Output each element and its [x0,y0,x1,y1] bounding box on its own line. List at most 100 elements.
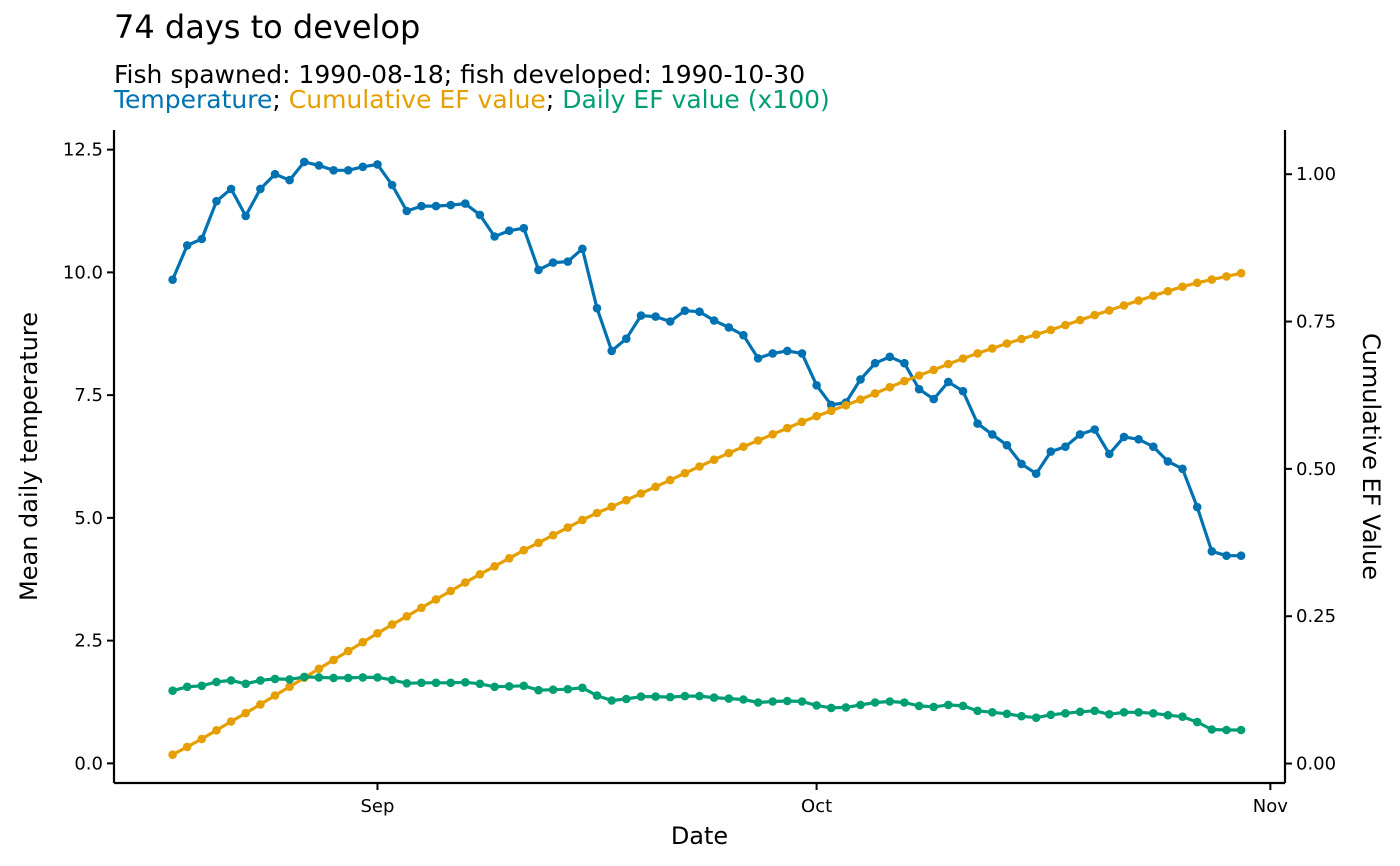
cumulative-point [665,475,675,485]
series-layer [168,157,1246,759]
daily-point [1031,713,1041,722]
daily-point [578,683,587,693]
y-axis-title-left: Mean daily temperature [15,312,43,601]
temperature-point [519,223,529,233]
temperature-point [914,384,924,394]
daily-point [182,682,192,692]
daily-point [1134,708,1143,717]
cumulative-point [812,411,821,421]
temperature-point [929,394,938,404]
y-tick-label-right: 0.75 [1296,312,1336,333]
daily-point [812,701,821,710]
daily-point [1178,712,1187,721]
temperature-point [665,317,675,326]
y-tick-label-right: 0.25 [1296,606,1336,627]
temperature-point [768,349,777,358]
temperature-point [709,316,719,325]
daily-point [373,673,382,682]
temperature-point [182,241,192,250]
daily-point [724,694,734,703]
daily-point [226,676,236,685]
temperature-point [1163,457,1173,466]
daily-point [636,692,646,701]
cumulative-point [475,570,485,579]
cumulative-point [270,691,280,700]
daily-point [885,697,895,706]
daily-point [607,696,616,705]
series-daily [168,672,1246,735]
daily-point [1061,709,1070,718]
temperature-point [695,307,704,317]
daily-point [1075,707,1085,717]
daily-point [431,678,441,688]
cumulative-point [958,354,968,363]
daily-point [709,693,719,702]
cumulative-point [636,489,646,498]
daily-point [665,692,675,702]
temperature-point [548,258,558,267]
cumulative-point [973,349,982,358]
temperature-point [475,210,485,220]
cumulative-point [695,462,704,471]
daily-point [841,703,851,712]
temperature-point [622,334,631,344]
daily-point [914,701,924,711]
daily-point [1046,710,1056,720]
legend-cumulative-ef: Cumulative EF value [288,85,546,114]
cumulative-point [783,423,792,433]
cumulative-point [1046,325,1056,335]
temperature-point [490,232,499,241]
daily-point [168,686,177,695]
cumulative-point [1236,268,1246,278]
daily-point [958,701,968,711]
temperature-point [680,306,690,316]
color-legend: Temperature; Cumulative EF value; Daily … [114,85,830,114]
temperature-point [256,184,265,194]
chart-subtitle: Fish spawned: 1990-08-18; fish developed… [114,60,806,89]
temperature-point [300,157,309,167]
y-tick-label-left: 7.5 [74,385,103,406]
cumulative-point [548,530,558,540]
cumulative-point [226,717,236,726]
y-axis-title-right: Cumulative EF Value [1357,333,1385,580]
cumulative-point [856,395,865,404]
daily-point [256,676,265,685]
temperature-point [739,330,748,340]
daily-point [1090,706,1099,716]
cumulative-point [534,538,543,548]
x-tick-label: Nov [1253,796,1288,817]
temperature-point [373,160,382,169]
cumulative-point [768,430,777,439]
temperature-point [270,169,280,179]
daily-point [270,674,280,684]
temperature-point [358,162,368,172]
daily-point [1236,725,1246,735]
daily-line [172,675,1242,732]
daily-point [1017,711,1026,721]
daily-point [753,698,763,707]
daily-point [1105,710,1114,719]
series-cumulative [168,268,1246,759]
daily-point [826,703,836,713]
chart-title: 74 days to develop [114,8,421,46]
cumulative-point [1002,339,1012,348]
temperature-point [636,311,646,320]
cumulative-point [329,655,338,665]
temperature-point [285,175,294,185]
daily-point [929,702,938,712]
chart-axes [112,130,1287,785]
axis-ticks: 0.0 2.5 5.0 7.5 10.0 12.5 0.00 0.25 0.50 0.75 1.00… [63,140,1336,817]
cumulative-point [402,612,412,621]
y-tick-label-left: 0.0 [74,753,103,774]
daily-point [534,685,543,695]
cumulative-point [651,482,660,492]
temperature-point [592,303,602,313]
cumulative-point [314,664,324,674]
x-axis-title: Date [671,822,728,850]
daily-point [900,698,909,707]
cumulative-point [1192,278,1202,288]
temperature-point [651,312,660,321]
daily-point [461,678,470,687]
cumulative-point [1105,306,1114,315]
cumulative-point [680,468,690,478]
